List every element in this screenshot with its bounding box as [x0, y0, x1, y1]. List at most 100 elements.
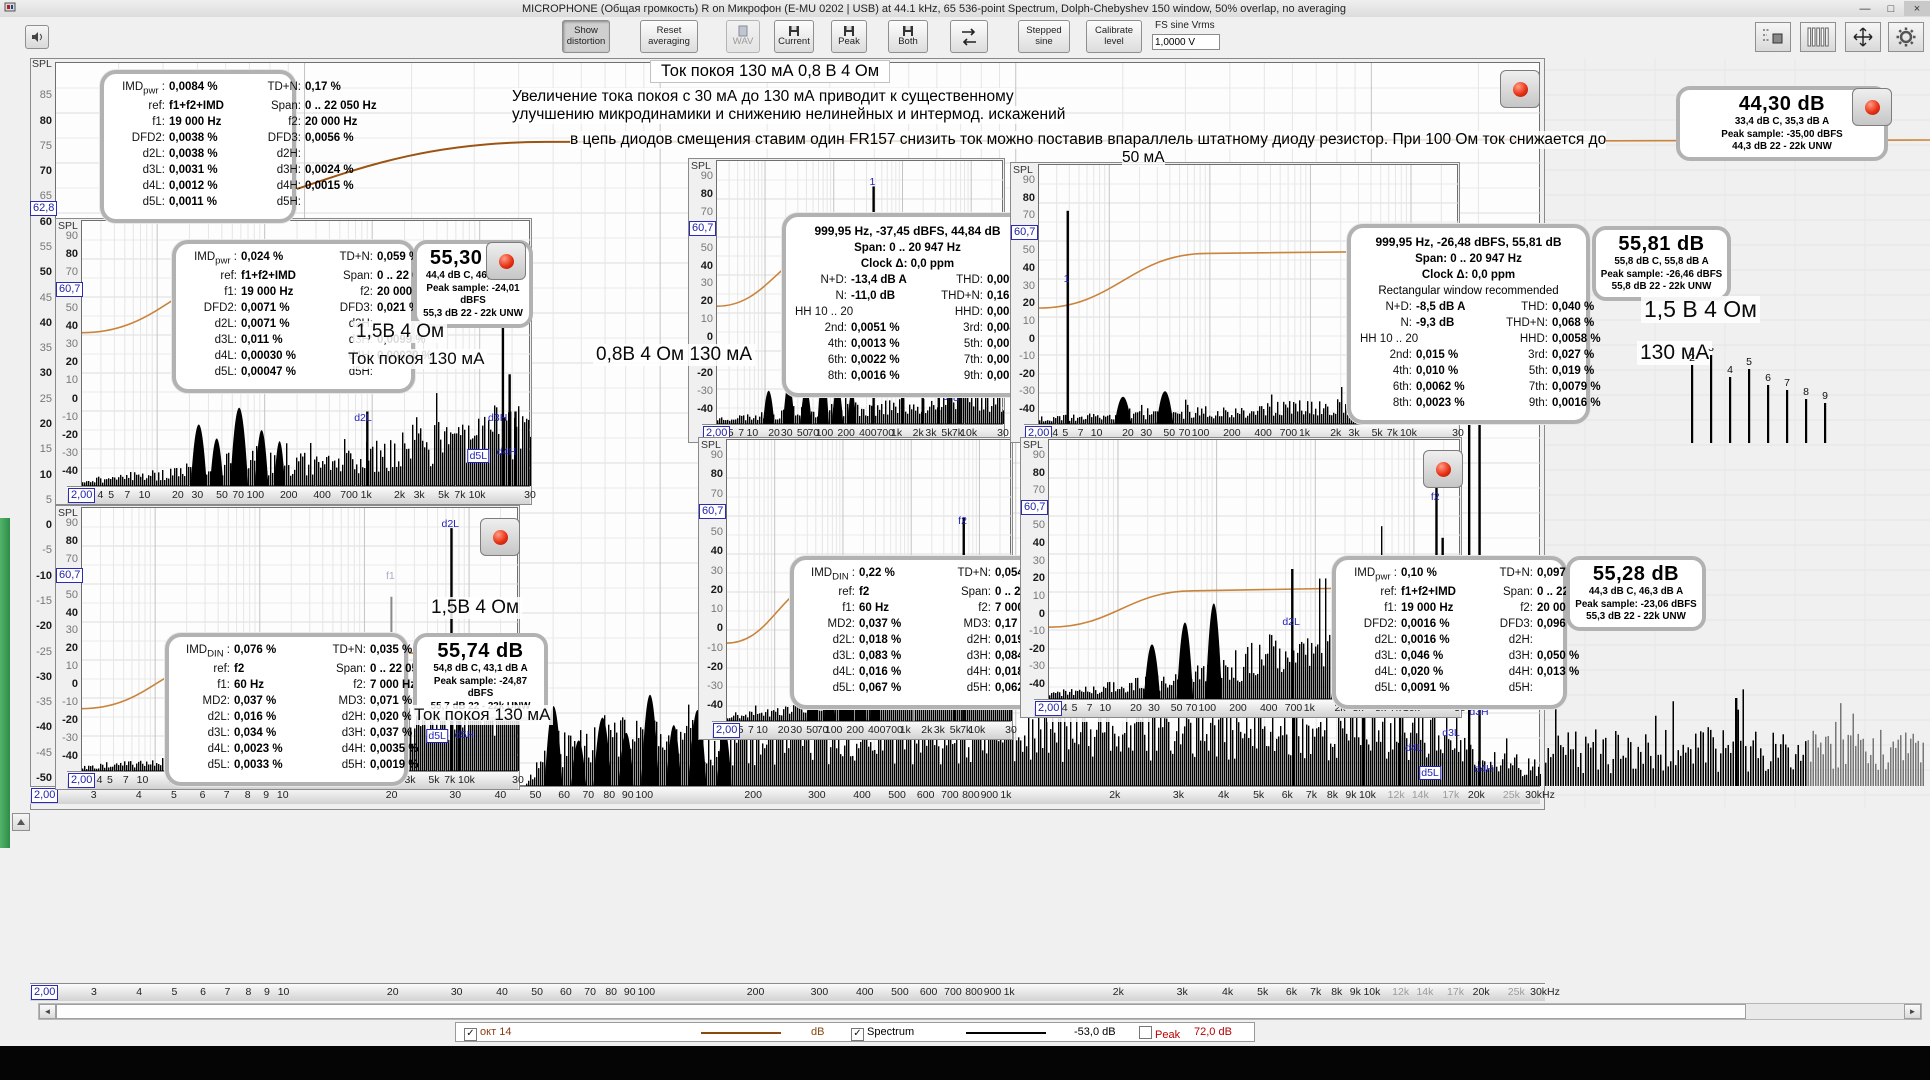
x-tick-label: 4: [97, 489, 104, 501]
x-tick-label: 5k: [1257, 986, 1269, 998]
x-tick-label: 30: [191, 489, 204, 501]
x-tick-label: 7: [223, 789, 230, 801]
lines-display-button[interactable]: [1800, 22, 1836, 52]
save-current-label: Current: [778, 36, 810, 48]
show-distortion-button[interactable]: Show distortion: [562, 20, 610, 53]
panel-D-cursor-y: 60,7: [699, 504, 727, 520]
horizontal-scrollbar[interactable]: ◄ ►: [38, 1003, 1922, 1020]
scroll-right-arrow[interactable]: ►: [1904, 1004, 1921, 1019]
stat-label: f1:: [217, 679, 230, 692]
stepped-sine-button[interactable]: Stepped sine: [1018, 20, 1070, 53]
stat-label: IMDpwr :: [122, 81, 165, 97]
svg-text:4: 4: [1727, 364, 1733, 376]
reset-averaging-label: Reset averaging: [648, 24, 690, 47]
input-device-button[interactable]: [25, 25, 49, 49]
save-peak-label: Peak: [838, 36, 860, 48]
checkbox-box[interactable]: ✓: [464, 1028, 477, 1041]
scroll-left-arrow[interactable]: ◄: [39, 1004, 56, 1019]
y-tick-label: 90: [65, 230, 78, 242]
peak-label-8: 8: [953, 392, 959, 405]
stat-value: 20 000 Hz: [305, 116, 358, 129]
stats-row: 6th: 0,0062 % 7th: 0,0079 %: [1360, 381, 1601, 393]
calibrate-level-button[interactable]: Calibrate level: [1086, 20, 1142, 53]
record-button-secondary[interactable]: [1500, 70, 1540, 108]
peak-label-d4H: d4H: [497, 446, 517, 459]
peak-label-f2: f2: [1430, 491, 1440, 503]
save-current-button[interactable]: Current: [774, 20, 814, 53]
checkbox-box[interactable]: ✓: [851, 1028, 864, 1041]
record-button-main[interactable]: [1852, 88, 1892, 126]
x-tick-label: 5k: [941, 427, 953, 439]
stat-label: d4L:: [207, 743, 230, 756]
lines-display-icon: [1807, 27, 1829, 47]
pan-zoom-button[interactable]: [1845, 22, 1881, 52]
stats-row: d3L: 0,0031 % d3H: 0,0024 %: [113, 164, 354, 177]
y-tick-label: 50: [700, 241, 713, 254]
stat-label: d3L:: [142, 164, 165, 177]
record-icon: [1435, 461, 1451, 477]
title-bar[interactable]: MICROPHONE (Общая громкость) R on Микроф…: [0, 0, 1930, 18]
minimize-button[interactable]: —: [1859, 2, 1871, 15]
stats-row: MD2: 0,037 % MD3: 0,071 %: [178, 695, 413, 707]
checkbox-Spectrum[interactable]: ✓ Spectrum: [851, 1026, 914, 1041]
loop-button[interactable]: [950, 20, 988, 53]
stat-label: f2:: [1520, 602, 1533, 615]
reset-averaging-button[interactable]: Reset averaging: [640, 20, 698, 53]
stat-value: 0,059 %: [377, 251, 420, 263]
checkbox-окт 14[interactable]: ✓ окт 14: [464, 1026, 511, 1041]
y-tick-label: 30: [700, 277, 713, 290]
y-tick-label: 85: [39, 89, 52, 102]
checkbox-box[interactable]: [1139, 1026, 1152, 1039]
y-tick-label: 50: [65, 588, 78, 601]
annotation: 0,8В 4 Ом 130 мА: [593, 344, 756, 366]
y-tick-label: 30: [65, 624, 78, 637]
wav-button[interactable]: WAV: [726, 20, 760, 53]
stat-label: d5L:: [832, 682, 855, 695]
stat-value: 60 Hz: [859, 602, 890, 615]
y-tick-label: 80: [65, 248, 78, 261]
stat-label: d4L:: [832, 666, 855, 679]
x-tick-label: 10: [136, 774, 149, 786]
save-both-button[interactable]: Both: [888, 20, 928, 53]
app-icon: [4, 1, 16, 16]
y-tick-label: -40: [697, 402, 713, 415]
close-button[interactable]: ×: [1904, 1, 1930, 16]
x-tick-label: 200: [746, 986, 765, 998]
x-tick-label: 12k: [1387, 789, 1405, 801]
stat-value: 0,020 %: [370, 711, 413, 724]
x-tick-label: 90: [623, 986, 636, 998]
floppy-icon: [789, 26, 799, 37]
peak-label-d5H: d5H: [455, 728, 475, 741]
stat-value: 0,0079 %: [1552, 381, 1601, 393]
x-tick-label: 9k: [1349, 986, 1361, 998]
record-button-panel-A[interactable]: [486, 242, 526, 280]
bar-display-button[interactable]: [1755, 22, 1791, 52]
x-tick-label: 20: [172, 489, 184, 501]
level-detail: 55,3 dB 22 - 22k UNW: [1586, 611, 1686, 623]
stat-value: [1537, 682, 1554, 694]
stat-value: 0,071 %: [370, 695, 413, 708]
record-button-panel-B[interactable]: [480, 518, 520, 556]
x-tick-label: 200: [837, 427, 855, 439]
y-tick-label: 10: [1032, 589, 1045, 602]
y-tick-label: -30: [1019, 385, 1035, 398]
save-peak-button[interactable]: Peak: [831, 20, 867, 53]
checkbox-Peak[interactable]: Peak: [1139, 1026, 1180, 1041]
toolbar: Show distortion Reset averaging WAV Current Pe…: [0, 17, 1930, 57]
fs-sine-input[interactable]: [1152, 34, 1220, 50]
stats-row: d3L: 0,083 % d3H: 0,084 %: [803, 650, 1038, 662]
stats-row: 6th:0,0022 %7th:0,0010 %: [795, 354, 1036, 366]
restore-button[interactable]: □: [1887, 2, 1895, 15]
scroll-thumb[interactable]: [56, 1004, 1746, 1019]
stat-value: 0,10 %: [1401, 567, 1437, 579]
status-value-7: 72,0 dB: [1194, 1026, 1232, 1038]
y-tick-label: 70: [700, 205, 713, 218]
stat-label: DFD2:: [1363, 618, 1397, 631]
y-tick-label: -30: [1029, 660, 1045, 673]
scroll-up-button[interactable]: [12, 813, 30, 831]
stats-header-line: Rectangular window recommended: [1378, 285, 1559, 297]
settings-gear-button[interactable]: [1888, 22, 1924, 52]
record-button-panel-F[interactable]: [1423, 450, 1463, 488]
